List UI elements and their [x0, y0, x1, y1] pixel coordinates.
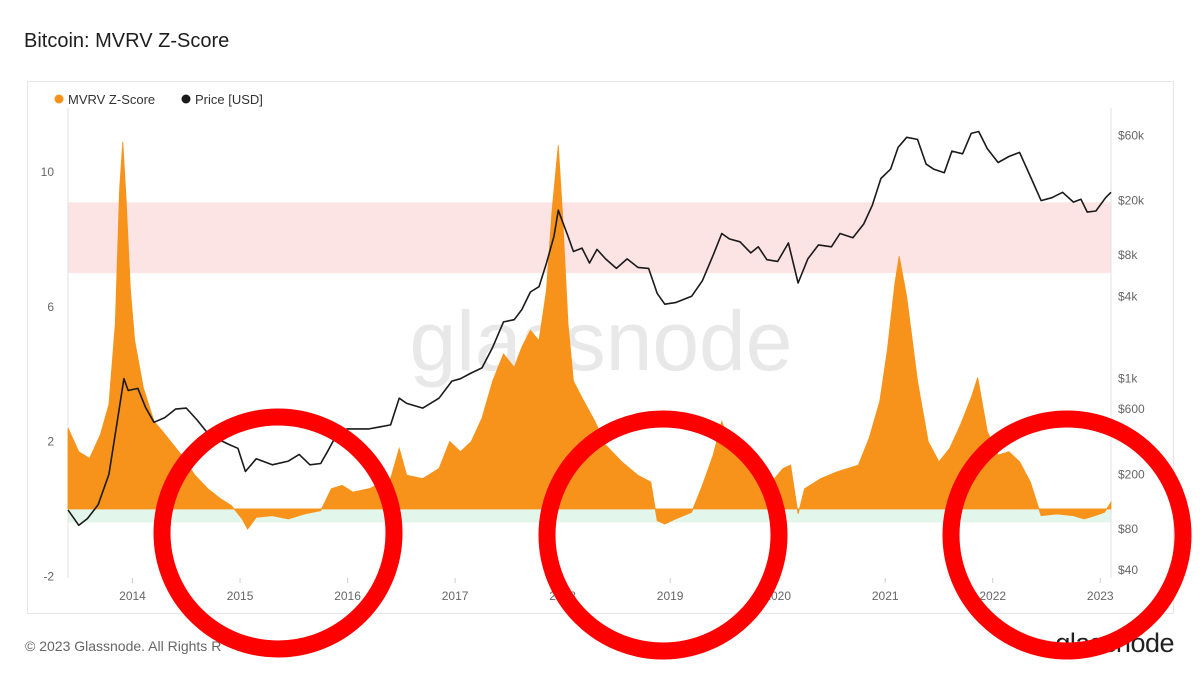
x-tick-label: 2023: [1087, 589, 1114, 603]
legend: MVRV Z-Score Price [USD]: [54, 92, 263, 107]
legend-dot-price: [181, 94, 191, 104]
legend-item-price[interactable]: Price [USD]: [181, 92, 263, 107]
y-right-tick-label: $1k: [1118, 372, 1138, 386]
y-right-tick-label: $8k: [1118, 248, 1138, 262]
chart-frame: MVRV Z-Score Price [USD] glassnode 10 6 2 -…: [27, 81, 1174, 614]
y-right-tick-label: $40: [1118, 563, 1138, 577]
y-axis-left: 10 6 2 -2: [41, 165, 55, 583]
y-right-tick-label: $4k: [1118, 289, 1138, 303]
y-axis-right: $60k $20k $8k $4k $1k $600 $200 $80 $40: [1118, 128, 1145, 577]
footer-logo[interactable]: glassnode: [1055, 628, 1174, 658]
zone-band: [68, 508, 1111, 523]
y-left-tick-label: 10: [41, 165, 55, 179]
y-left-tick-label: 2: [47, 435, 54, 449]
legend-label-price: Price [USD]: [195, 92, 263, 107]
x-tick-label: 2019: [657, 589, 684, 603]
x-tick-label: 2015: [227, 589, 254, 603]
legend-label-zscore: MVRV Z-Score: [68, 92, 155, 107]
y-right-tick-label: $600: [1118, 402, 1145, 416]
y-right-tick-label: $80: [1118, 522, 1138, 536]
x-tick-label: 2014: [119, 589, 146, 603]
y-left-tick-label: -2: [43, 569, 54, 583]
x-tick-label: 2020: [764, 589, 791, 603]
x-tick-label: 2022: [979, 589, 1006, 603]
chart-svg: MVRV Z-Score Price [USD] glassnode 10 6 2 -…: [41, 92, 1145, 603]
x-tick-label: 2017: [442, 589, 469, 603]
x-axis: 2014 2015 2016 2017 2018 2019 2020 2021 2022 2023: [119, 578, 1114, 603]
legend-item-zscore[interactable]: MVRV Z-Score: [54, 92, 156, 107]
y-right-tick-label: $20k: [1118, 194, 1145, 208]
x-tick-label: 2021: [872, 589, 899, 603]
watermark: glassnode: [410, 294, 793, 388]
legend-dot-zscore: [54, 94, 64, 104]
footer-copyright: © 2023 Glassnode. All Rights R: [25, 638, 222, 654]
x-tick-label: 2018: [549, 589, 576, 603]
y-left-tick-label: 6: [47, 300, 54, 314]
x-tick-label: 2016: [334, 589, 361, 603]
y-right-tick-label: $60k: [1118, 128, 1145, 142]
chart-title: Bitcoin: MVRV Z-Score: [24, 30, 230, 52]
y-right-tick-label: $200: [1118, 467, 1145, 481]
